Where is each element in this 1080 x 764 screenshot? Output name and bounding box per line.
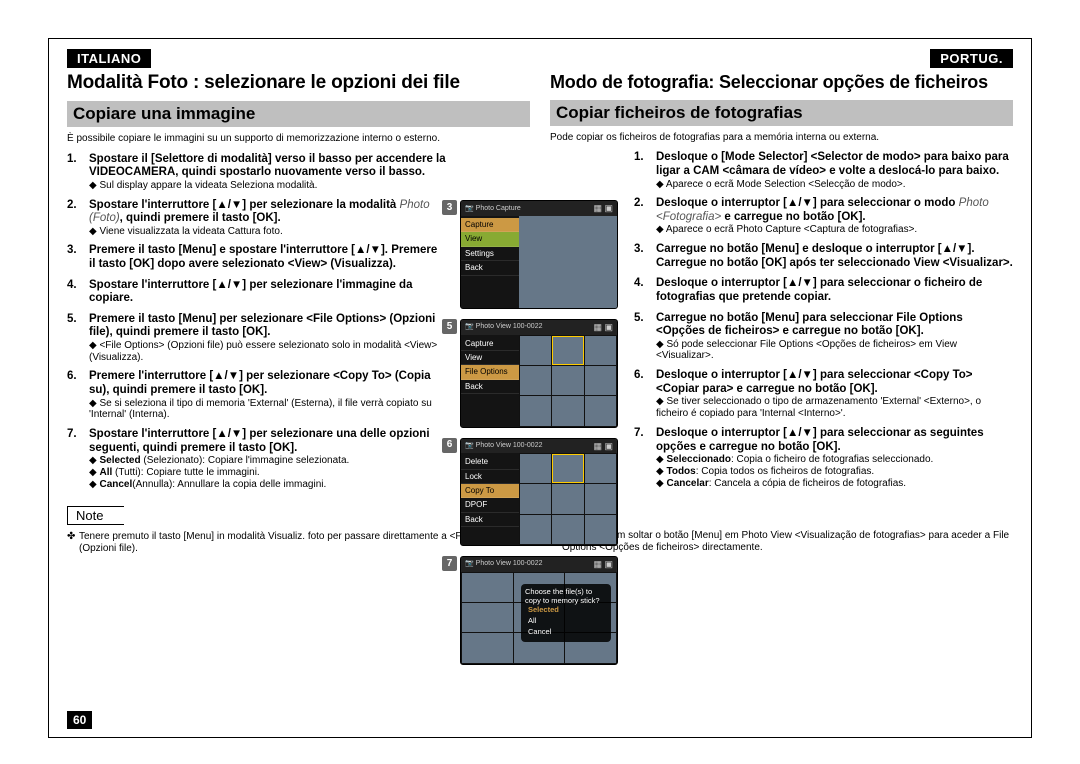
menu5-fileopts: File Options: [461, 365, 519, 379]
step-r5: Carregue no botão [Menu] para selecciona…: [656, 312, 963, 338]
menu6-delete: Delete: [461, 455, 519, 469]
screenshot-5-num: 5: [442, 319, 457, 334]
screenshot-7-num: 7: [442, 556, 457, 571]
page-number: 60: [67, 711, 92, 729]
step-6-sub: Se si seleziona il tipo di memoria 'Exte…: [89, 398, 446, 422]
step-r1: Desloque o [Mode Selector] <Selector de …: [656, 151, 1009, 177]
step-r7-opt-b: Todos: Copia todos os ficheiros de fotog…: [656, 466, 1013, 478]
screenshot-3-num: 3: [442, 200, 457, 215]
title-right: Modo de fotografia: Seleccionar opções d…: [550, 72, 1013, 93]
step-7-opt-c: Cancel(Annulla): Annullare la copia dell…: [89, 479, 446, 491]
center-screenshots: 3 📷 Photo Capture▦ ▣ Capture View Settin…: [460, 200, 620, 664]
screenshot-6-num: 6: [442, 438, 457, 453]
step-2-sub: Viene visualizzata la videata Cattura fo…: [89, 226, 446, 238]
title-left: Modalità Foto : selezionare le opzioni d…: [67, 72, 530, 94]
screenshot-7: 📷 Photo View 100-0022▦ ▣ Choose the file…: [460, 556, 618, 665]
step-4: Spostare l'interruttore [▲/▼] per selezi…: [89, 279, 412, 305]
step-r1-sub: Aparece o ecrã Mode Selection <Selecção …: [656, 179, 1013, 191]
menu-back: Back: [461, 261, 519, 275]
step-5-sub: <File Options> (Opzioni file) può essere…: [89, 340, 446, 364]
steps-left: 1.Spostare il [Selettore di modalità] ve…: [67, 153, 446, 491]
intro-left: È possibile copiare le immagini su un su…: [67, 133, 530, 145]
step-r5-sub: Só pode seleccionar File Options <Opções…: [656, 339, 1013, 363]
menu-capture: Capture: [461, 218, 519, 232]
columns: Modalità Foto : selezionare le opzioni d…: [67, 72, 1013, 554]
step-r3: Carregue no botão [Menu] e desloque o in…: [656, 243, 1013, 269]
step-7-opt-b: All (Tutti): Copiare tutte le immagini.: [89, 467, 446, 479]
step-5: Premere il tasto [Menu] per selezionare …: [89, 313, 435, 339]
lang-tag-italian: ITALIANO: [67, 49, 151, 68]
step-r7-opt-a: Seleccionado: Copia o ficheiro de fotogr…: [656, 454, 1013, 466]
menu6-lock: Lock: [461, 470, 519, 484]
step-r7-opt-c: Cancelar: Cancela a cópia de ficheiros d…: [656, 478, 1013, 490]
step-1-sub: Sul display appare la videata Seleziona …: [89, 180, 446, 192]
lang-tag-portuguese: PORTUG.: [930, 49, 1013, 68]
subtitle-right: Copiar ficheiros de fotografias: [550, 100, 1013, 126]
screenshot-3-wrap: 3 📷 Photo Capture▦ ▣ Capture View Settin…: [460, 200, 620, 309]
screenshot-5: 📷 Photo View 100-0022▦ ▣ Capture View Fi…: [460, 319, 618, 428]
prompt-text: Choose the file(s) to copy to memory sti…: [525, 588, 607, 606]
intro-right: Pode copiar os ficheiros de fotografias …: [550, 132, 1013, 144]
copy-prompt: Choose the file(s) to copy to memory sti…: [521, 584, 611, 642]
step-2: Spostare l'interruttore [▲/▼] per selezi…: [89, 199, 430, 225]
step-6: Premere l'interruttore [▲/▼] per selezio…: [89, 370, 431, 396]
step-r4: Desloque o interruptor [▲/▼] para selecc…: [656, 277, 982, 303]
menu-view: View: [461, 232, 519, 246]
menu5-back: Back: [461, 380, 519, 394]
menu-settings: Settings: [461, 247, 519, 261]
step-7: Spostare l'interruttore [▲/▼] per selezi…: [89, 428, 430, 454]
language-row: ITALIANO PORTUG.: [67, 49, 1013, 68]
step-r2: Desloque o interruptor [▲/▼] para selecc…: [656, 197, 989, 223]
manual-page: ITALIANO PORTUG. Modalità Foto : selezio…: [48, 38, 1032, 738]
screenshot-7-wrap: 7 📷 Photo View 100-0022▦ ▣ Choose the fi…: [460, 556, 620, 665]
step-r7: Desloque o interruptor [▲/▼] para selecc…: [656, 427, 984, 453]
step-r6: Desloque o interruptor [▲/▼] para selecc…: [656, 369, 973, 395]
screenshot-6: 📷 Photo View 100-0022▦ ▣ Delete Lock Cop…: [460, 438, 618, 547]
note-text-right: Carregue sem soltar o botão [Menu] em Ph…: [562, 530, 1013, 554]
menu6-copyto: Copy To: [461, 484, 519, 498]
screenshot-5-wrap: 5 📷 Photo View 100-0022▦ ▣ Capture View …: [460, 319, 620, 428]
subtitle-left: Copiare una immagine: [67, 101, 530, 127]
steps-right: 1.Desloque o [Mode Selector] <Selector d…: [634, 151, 1013, 489]
menu6-back: Back: [461, 513, 519, 527]
opt-cancel: Cancel: [525, 627, 607, 638]
step-r2-sub: Aparece o ecrã Photo Capture <Captura de…: [656, 224, 1013, 236]
opt-all: All: [525, 616, 607, 627]
screenshot-6-wrap: 6 📷 Photo View 100-0022▦ ▣ Delete Lock C…: [460, 438, 620, 547]
menu5-capture: Capture: [461, 337, 519, 351]
step-7-opt-a: Selected (Selezionato): Copiare l'immagi…: [89, 455, 446, 467]
step-r6-sub: Se tiver seleccionado o tipo de armazena…: [656, 396, 1013, 420]
screenshot-3: 📷 Photo Capture▦ ▣ Capture View Settings…: [460, 200, 618, 309]
step-3: Premere il tasto [Menu] e spostare l'int…: [89, 244, 437, 270]
step-1: Spostare il [Selettore di modalità] vers…: [89, 153, 446, 179]
note-label-left: Note: [67, 506, 124, 525]
opt-selected: Selected: [525, 605, 607, 616]
menu6-dpof: DPOF: [461, 498, 519, 512]
page-content: ITALIANO PORTUG. Modalità Foto : selezio…: [49, 39, 1031, 737]
menu5-view: View: [461, 351, 519, 365]
